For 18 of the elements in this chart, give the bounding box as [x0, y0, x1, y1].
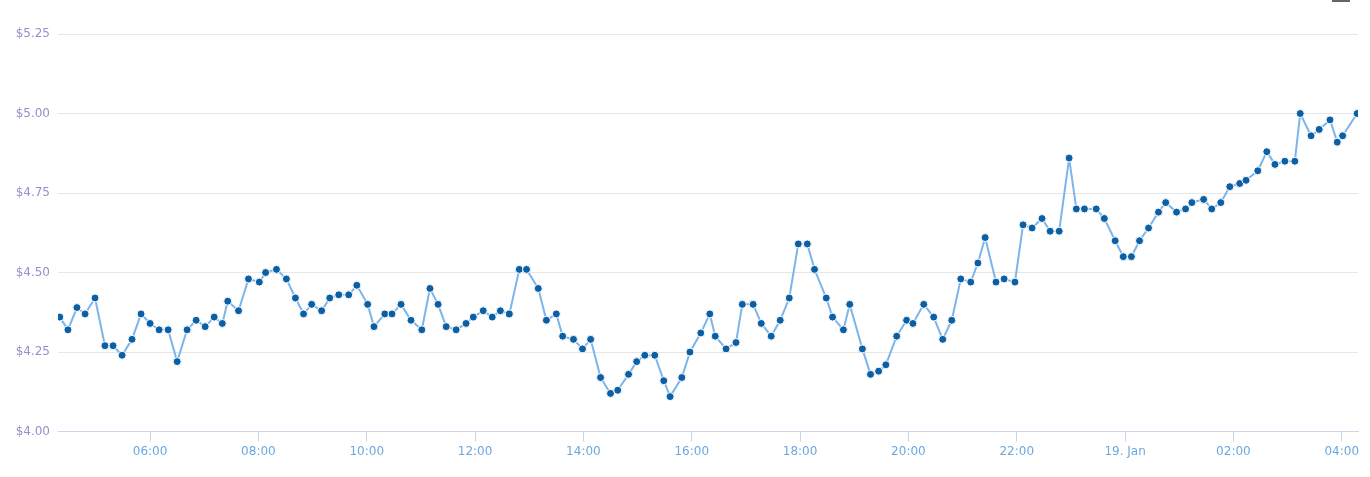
- x-tick-label: 19. Jan: [1104, 443, 1146, 458]
- y-tick-label: $4.50: [15, 264, 50, 279]
- x-tick-label: 14:00: [566, 443, 601, 458]
- x-tick-label: 02:00: [1216, 443, 1251, 458]
- x-tick-label: 08:00: [241, 443, 276, 458]
- y-tick-label: $4.00: [15, 423, 50, 438]
- x-tick-label: 12:00: [457, 443, 493, 458]
- y-tick-label: $4.75: [15, 185, 50, 200]
- x-tick-label: 18:00: [782, 443, 818, 458]
- x-tick-label: 06:00: [132, 443, 168, 458]
- y-tick-label: $5.00: [15, 105, 50, 120]
- x-tick-label: 20:00: [891, 443, 926, 458]
- x-tick-label: 10:00: [349, 443, 385, 458]
- y-tick-label: $5.25: [15, 26, 50, 41]
- x-tick-label: 22:00: [999, 443, 1035, 458]
- x-tick-label: 16:00: [674, 443, 710, 458]
- x-tick-label: 04:00: [1324, 443, 1360, 458]
- y-tick-label: $4.25: [15, 344, 50, 359]
